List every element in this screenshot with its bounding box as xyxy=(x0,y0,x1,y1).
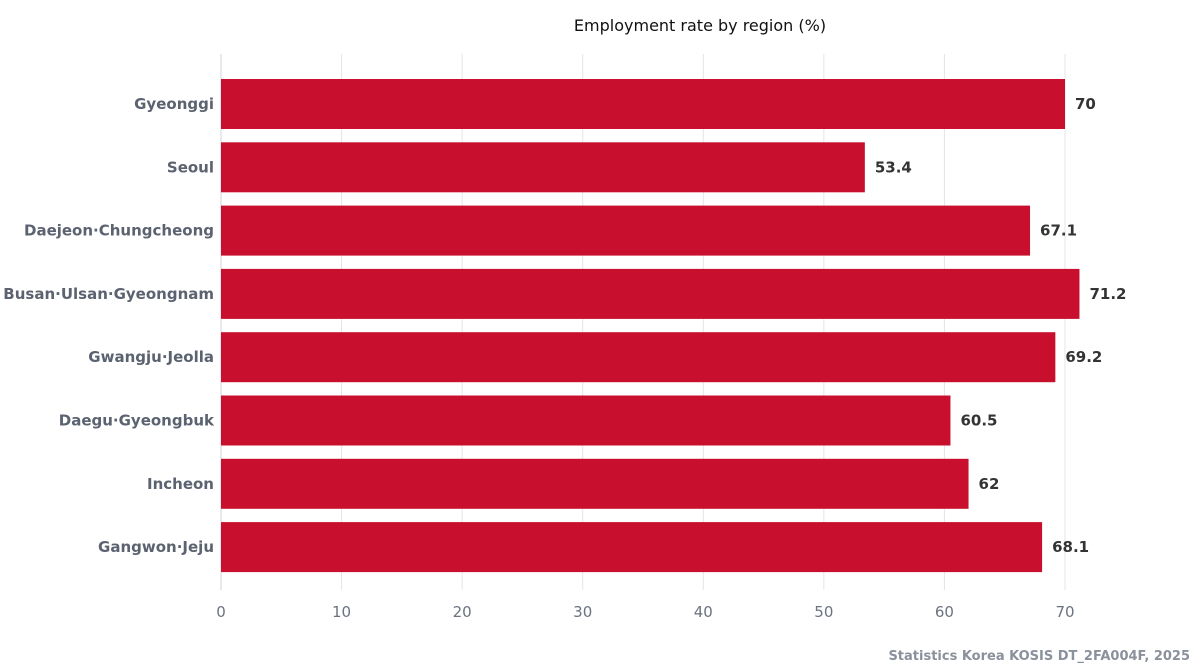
category-label: Daegu·Gyeongbuk xyxy=(59,412,215,430)
x-tick-label: 20 xyxy=(453,603,472,621)
x-tick-label: 70 xyxy=(1055,603,1074,621)
category-label: Daejeon·Chungcheong xyxy=(24,222,214,240)
gridlines xyxy=(220,54,1066,590)
x-axis: 0 10 20 30 40 50 60 70 xyxy=(216,603,1074,621)
data-label: 53.4 xyxy=(875,158,912,176)
x-tick-label: 10 xyxy=(332,603,351,621)
data-label: 69.2 xyxy=(1065,348,1102,366)
x-tick-label: 40 xyxy=(694,603,713,621)
category-label: Gyeonggi xyxy=(134,95,214,113)
data-label: 60.5 xyxy=(960,412,997,430)
value-labels: 70 53.4 67.1 71.2 69.2 60.5 62 68.1 xyxy=(875,95,1127,556)
bar[interactable] xyxy=(221,205,1031,256)
x-tick-label: 60 xyxy=(935,603,954,621)
category-label: Incheon xyxy=(147,475,214,493)
bar[interactable] xyxy=(221,522,1043,573)
chart-title: Employment rate by region (%) xyxy=(574,16,826,35)
category-label: Busan·Ulsan·Gyeongnam xyxy=(3,285,214,303)
category-labels: Gyeonggi Seoul Daejeon·Chungcheong Busan·Ul… xyxy=(3,95,215,556)
data-label: 71.2 xyxy=(1089,285,1126,303)
bar[interactable] xyxy=(221,79,1065,129)
x-tick-label: 30 xyxy=(573,603,592,621)
category-label: Gwangju·Jeolla xyxy=(88,348,214,366)
bar[interactable] xyxy=(221,268,1080,319)
bar[interactable] xyxy=(221,458,969,509)
category-label: Seoul xyxy=(167,158,214,176)
bars xyxy=(221,79,1080,573)
x-tick-label: 50 xyxy=(814,603,833,621)
data-label: 62 xyxy=(979,475,1000,493)
bar[interactable] xyxy=(221,332,1056,383)
source-note: Statistics Korea KOSIS DT_2FA004F, 2025 xyxy=(888,649,1190,664)
data-label: 70 xyxy=(1075,95,1096,113)
bar[interactable] xyxy=(221,395,951,446)
category-label: Gangwon·Jeju xyxy=(98,538,214,556)
x-tick-label: 0 xyxy=(216,603,226,621)
data-label: 67.1 xyxy=(1040,222,1077,240)
bar[interactable] xyxy=(221,142,865,193)
data-label: 68.1 xyxy=(1052,538,1089,556)
